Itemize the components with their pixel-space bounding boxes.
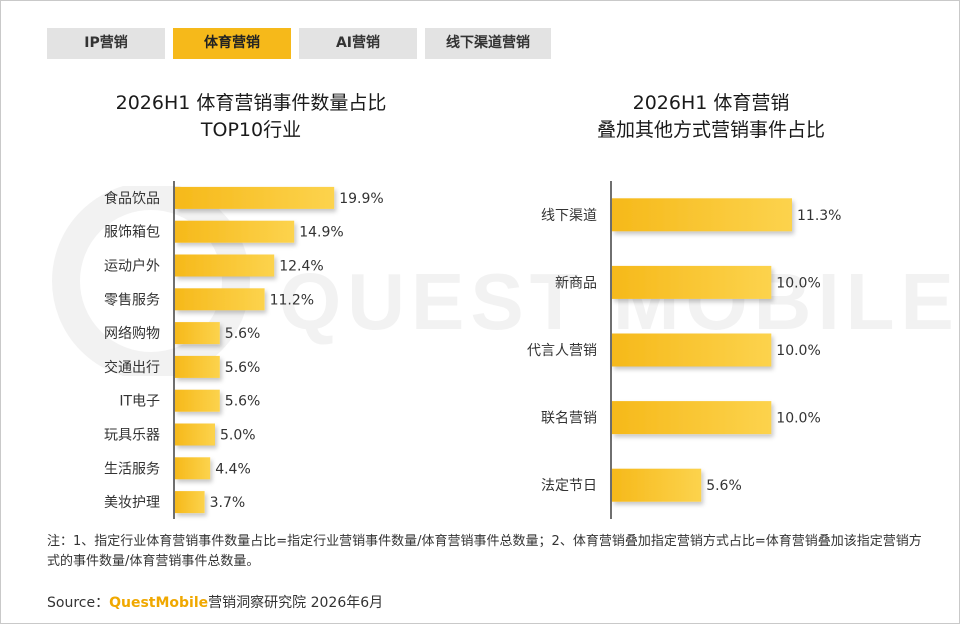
chart-0-bar (175, 288, 265, 311)
chart-0-category-label: IT电子 (119, 394, 160, 410)
chart-0-bar (175, 186, 335, 209)
chart-1-category-label: 新商品 (555, 275, 597, 291)
tab-ai-marketing[interactable]: AI营销 (299, 28, 417, 59)
chart-1-category-label: 法定节日 (541, 478, 597, 494)
chart-0-value-label: 5.6% (225, 360, 261, 376)
chart-0-category-label: 交通出行 (104, 359, 160, 376)
chart-0-bar (175, 457, 211, 480)
chart-0-value-label: 5.6% (225, 394, 261, 410)
chart-0-bar (175, 220, 295, 243)
chart-0-category-label: 美妆护理 (104, 495, 160, 511)
chart-1-value-label: 5.6% (706, 478, 742, 494)
left-chart-title-line-1: 2026H1 体育营销事件数量占比 (115, 92, 387, 114)
left-bar-chart: 食品饮品 19.9% 服饰箱包 14.9% 运动户外 12.4% 零售服务 11.2% 网络购物… (104, 181, 384, 519)
chart-0-value-label: 3.7% (210, 495, 246, 511)
chart-0-bar (175, 322, 220, 345)
right-chart-title-line-1: 2026H1 体育营销 (632, 92, 790, 114)
chart-1-category-label: 代言人营销 (527, 343, 597, 359)
tab-offline-channel-marketing[interactable]: 线下渠道营销 (425, 28, 551, 59)
chart-0-value-label: 14.9% (299, 225, 343, 241)
chart-0-value-label: 19.9% (339, 191, 383, 207)
chart-1-category-label: 联名营销 (541, 411, 597, 427)
chart-0-value-label: 11.2% (270, 292, 314, 308)
chart-1-bar (612, 468, 702, 502)
chart-0-category-label: 运动户外 (104, 258, 160, 275)
chart-1-value-label: 10.0% (776, 343, 820, 359)
chart-0-value-label: 4.4% (215, 461, 251, 477)
chart-1-bar (612, 265, 772, 299)
right-chart-title-line-2: 叠加其他方式营销事件占比 (596, 119, 825, 141)
chart-1-value-label: 10.0% (776, 411, 820, 427)
chart-0-category-label: 生活服务 (104, 461, 160, 477)
chart-0-bar (175, 389, 220, 412)
chart-0-value-label: 12.4% (279, 259, 323, 275)
chart-1-category-label: 线下渠道 (541, 208, 597, 224)
chart-0-category-label: 玩具乐器 (104, 428, 160, 444)
chart-0-category-label: 网络购物 (104, 326, 160, 342)
left-chart-title: 2026H1 体育营销事件数量占比 TOP10行业 (61, 90, 441, 144)
chart-1-bar (612, 198, 792, 232)
chart-0-bar (175, 355, 220, 378)
bar-charts: 食品饮品 19.9% 服饰箱包 14.9% 运动户外 12.4% 零售服务 11.2% 网络购物… (104, 181, 841, 519)
chart-0-value-label: 5.0% (220, 428, 256, 444)
tab-sports-marketing[interactable]: 体育营销 (173, 28, 291, 59)
chart-1-value-label: 11.3% (797, 208, 841, 224)
chart-0-value-label: 5.6% (225, 326, 261, 342)
source-line: Source：QuestMobile营销洞察研究院 2026年6月 (47, 592, 383, 612)
chart-1-bar (612, 401, 772, 435)
right-bar-chart: 线下渠道 11.3% 新商品 10.0% 代言人营销 10.0% 联名营销 10.0% 法定节日… (527, 181, 841, 519)
chart-0-category-label: 零售服务 (104, 292, 160, 308)
chart-0-bar (175, 491, 205, 514)
footnote: 注：1、指定行业体育营销事件数量占比=指定行业营销事件数量/体育营销事件总数量；… (47, 534, 922, 569)
right-chart-title: 2026H1 体育营销 叠加其他方式营销事件占比 (521, 90, 901, 144)
tab-ip-marketing[interactable]: IP营销 (47, 28, 165, 59)
source-brand: QuestMobile (109, 595, 209, 611)
source-prefix: Source： (47, 595, 110, 611)
chart-0-bar (175, 254, 275, 277)
chart-0-category-label: 服饰箱包 (104, 225, 160, 241)
left-chart-title-line-2: TOP10行业 (200, 119, 302, 141)
chart-1-value-label: 10.0% (776, 275, 820, 291)
source-suffix: 营销洞察研究院 2026年6月 (208, 595, 384, 611)
chart-0-bar (175, 423, 215, 446)
chart-0-category-label: 食品饮品 (104, 190, 160, 207)
chart-1-bar (612, 333, 772, 367)
